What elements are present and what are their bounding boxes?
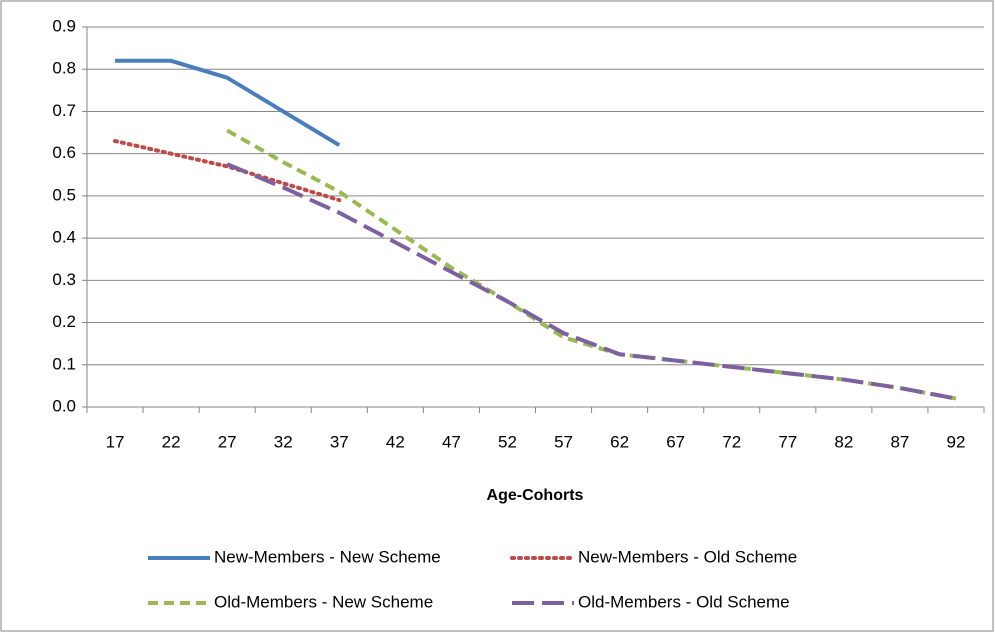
x-tick-label: 27 [218, 432, 237, 451]
x-tick-label: 77 [778, 432, 797, 451]
y-tick-label: 0.0 [52, 396, 76, 415]
x-tick-label: 52 [498, 432, 517, 451]
legend-label: New-Members - New Scheme [214, 547, 441, 566]
x-axis-title: Age-Cohorts [487, 487, 584, 504]
y-tick-label: 0.6 [52, 143, 76, 162]
y-tick-label: 0.4 [52, 228, 76, 247]
y-tick-label: 0.2 [52, 312, 76, 331]
x-tick-label: 57 [554, 432, 573, 451]
legend-label: New-Members - Old Scheme [578, 547, 797, 566]
x-tick-label: 22 [162, 432, 181, 451]
series-line [226, 162, 957, 401]
x-tick-label: 87 [890, 432, 909, 451]
x-tick-label: 82 [834, 432, 853, 451]
x-tick-label: 92 [947, 432, 966, 451]
y-tick-label: 0.9 [52, 16, 76, 35]
y-tick-label: 0.1 [52, 354, 76, 373]
legend-label: Old-Members - New Scheme [214, 592, 433, 611]
x-tick-label: 47 [442, 432, 461, 451]
x-tick-label: 42 [386, 432, 405, 451]
series-line [115, 58, 341, 147]
x-tick-label: 67 [666, 432, 685, 451]
x-tick-label: 17 [106, 432, 125, 451]
y-tick-label: 0.5 [52, 185, 76, 204]
x-tick-label: 32 [274, 432, 293, 451]
y-tick-label: 0.3 [52, 270, 76, 289]
legend-label: Old-Members - Old Scheme [578, 592, 790, 611]
x-tick-label: 37 [330, 432, 349, 451]
y-tick-label: 0.7 [52, 101, 76, 120]
y-tick-label: 0.8 [52, 59, 76, 78]
x-tick-label: 72 [722, 432, 741, 451]
x-tick-label: 62 [610, 432, 629, 451]
